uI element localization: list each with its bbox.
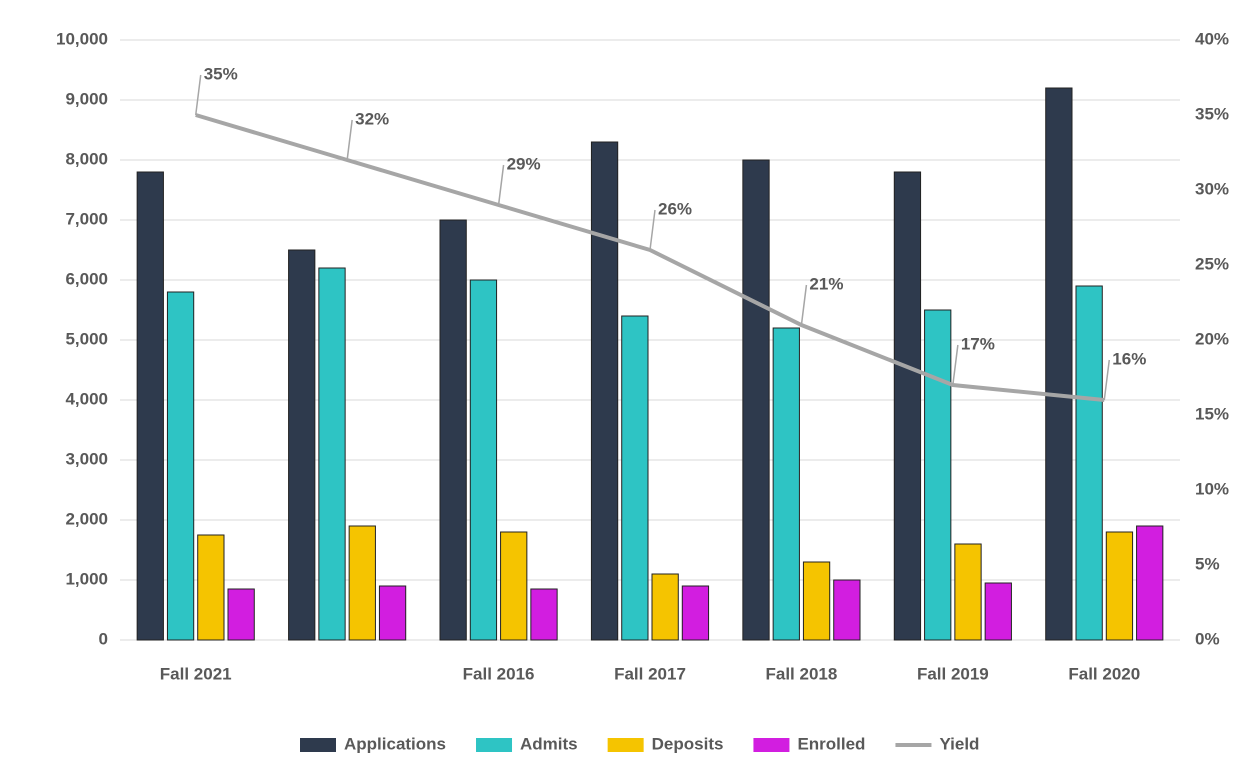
y-tick-label: 2,000 <box>65 509 108 528</box>
x-tick-label: Fall 2020 <box>1068 664 1140 683</box>
bar <box>348 525 376 641</box>
bar <box>651 573 679 641</box>
y-tick-label: 8,000 <box>65 149 108 168</box>
bar <box>1075 285 1103 641</box>
y2-tick-label: 25% <box>1195 254 1229 273</box>
x-tick-label: Fall 2018 <box>766 664 838 683</box>
legend-label: Yield <box>939 734 979 753</box>
legend-label: Enrolled <box>797 734 865 753</box>
legend-label: Applications <box>344 734 446 753</box>
leader-line <box>952 344 959 386</box>
x-tick-label: Fall 2017 <box>614 664 686 683</box>
y-tick-label: 7,000 <box>65 209 108 228</box>
y-tick-label: 10,000 <box>56 29 108 48</box>
y2-tick-label: 30% <box>1195 179 1229 198</box>
bar <box>166 291 195 641</box>
y2-tick-label: 10% <box>1195 479 1229 498</box>
y-tick-label: 6,000 <box>65 269 108 288</box>
leader-line <box>194 74 202 116</box>
y-tick-label: 0 <box>99 629 108 648</box>
y2-tick-label: 0% <box>1195 629 1220 648</box>
data-label: 16% <box>1112 349 1146 368</box>
data-label: 32% <box>355 109 389 128</box>
bar <box>954 543 982 641</box>
legend-swatch <box>476 738 513 752</box>
leader-line <box>497 164 505 206</box>
data-label: 29% <box>507 154 541 173</box>
y2-tick-label: 5% <box>1195 554 1220 573</box>
bar <box>681 585 710 641</box>
bar <box>1136 525 1164 641</box>
legend-swatch <box>753 738 790 752</box>
y2-tick-label: 15% <box>1195 404 1229 423</box>
bar <box>197 534 225 641</box>
leader-line <box>1103 359 1111 401</box>
y-tick-label: 9,000 <box>65 89 108 108</box>
bar <box>984 582 1012 641</box>
x-tick-label: Fall 2021 <box>160 664 232 683</box>
bar <box>621 315 649 641</box>
data-label: 26% <box>658 199 692 218</box>
bar <box>893 171 922 641</box>
bar <box>469 279 498 641</box>
y-tick-label: 3,000 <box>65 449 108 468</box>
legend-label: Deposits <box>652 734 724 753</box>
bar <box>833 579 861 641</box>
y-tick-label: 5,000 <box>65 329 108 348</box>
bar <box>378 585 407 641</box>
bar <box>1105 531 1134 641</box>
bar <box>924 309 952 641</box>
bar <box>590 141 619 641</box>
y2-tick-label: 20% <box>1195 329 1229 348</box>
legend-label: Admits <box>520 734 578 753</box>
y2-tick-label: 35% <box>1195 104 1229 123</box>
leader-line <box>346 119 353 161</box>
y-tick-label: 4,000 <box>65 389 108 408</box>
data-label: 35% <box>204 64 238 83</box>
legend-swatch <box>300 738 336 752</box>
bar <box>530 588 558 641</box>
bar <box>288 249 316 641</box>
bar <box>439 219 467 641</box>
bar <box>742 159 770 641</box>
x-tick-label: Fall 2019 <box>917 664 989 683</box>
bar <box>227 588 255 641</box>
x-tick-label: Fall 2016 <box>463 664 535 683</box>
legend-swatch <box>607 738 644 752</box>
data-label: 17% <box>961 334 995 353</box>
bar <box>318 267 346 641</box>
data-label: 21% <box>809 274 843 293</box>
bar <box>500 531 528 641</box>
bar <box>136 171 164 641</box>
y2-tick-label: 40% <box>1195 29 1229 48</box>
leader-line <box>800 284 808 326</box>
leader-line <box>649 209 656 251</box>
bar <box>1045 87 1073 641</box>
bar <box>772 327 800 641</box>
y-tick-label: 1,000 <box>65 569 108 588</box>
bar <box>802 561 831 641</box>
